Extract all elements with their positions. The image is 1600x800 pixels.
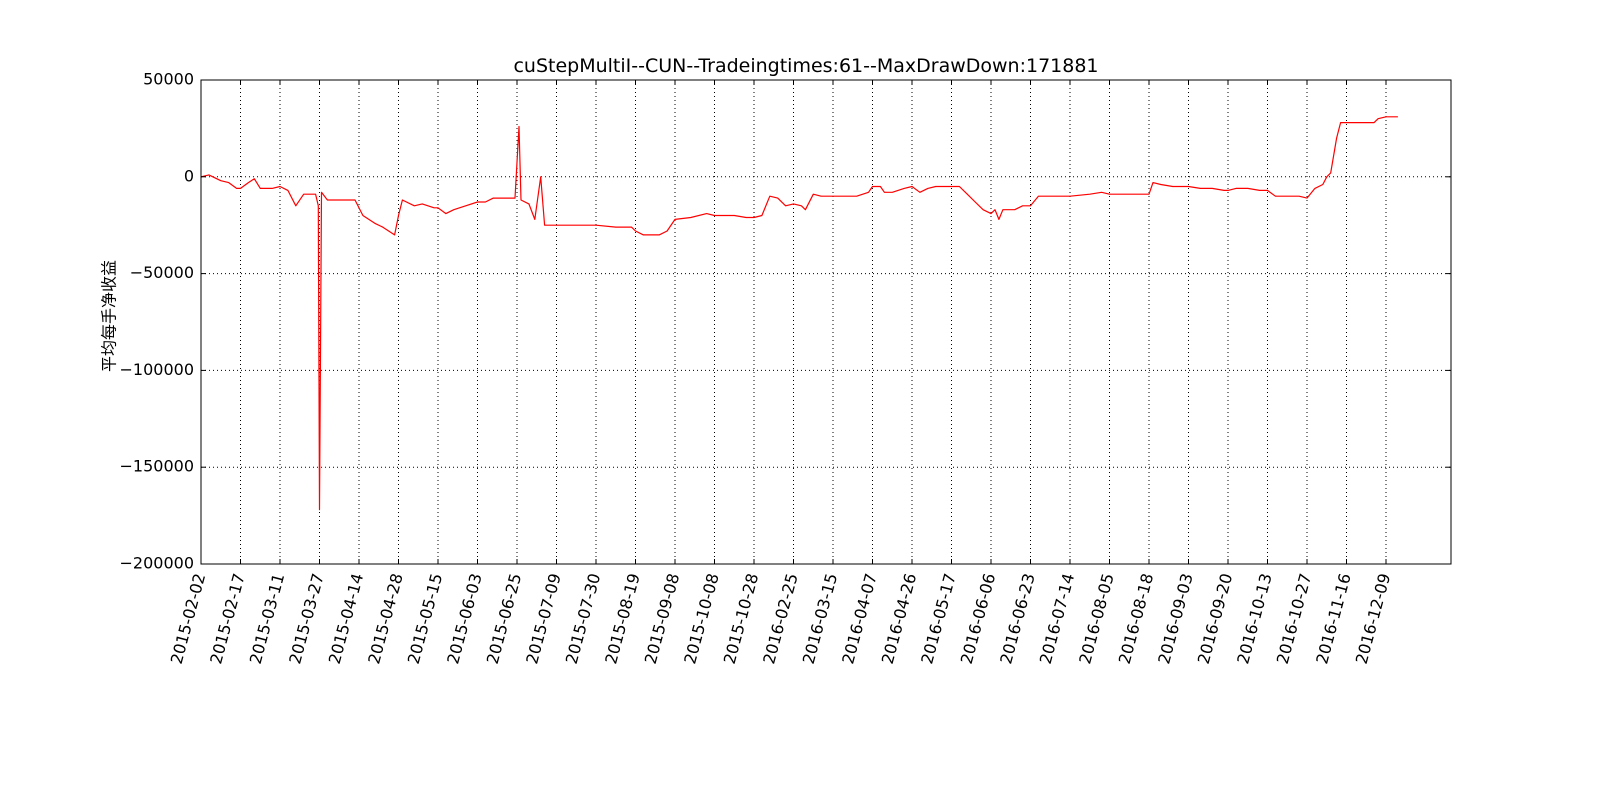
x-tick-label: 2015-10-28 <box>720 571 762 666</box>
x-tick-label: 2016-06-23 <box>996 571 1038 666</box>
y-tick-label: −200000 <box>120 554 194 573</box>
x-tick-label: 2016-04-07 <box>838 571 880 666</box>
x-tick-label: 2015-02-02 <box>167 571 209 666</box>
gridlines <box>200 79 1451 565</box>
x-tick-label: 2015-04-28 <box>364 571 406 666</box>
x-tick-label: 2016-07-14 <box>1036 571 1078 666</box>
x-tick-label: 2015-06-25 <box>483 571 525 666</box>
x-tick-label: 2015-03-11 <box>246 571 288 666</box>
ticks <box>200 79 1451 565</box>
y-tick-label: −50000 <box>130 263 194 282</box>
x-tick-label: 2015-07-09 <box>522 571 564 666</box>
y-axis-label: 平均每手净收益 <box>100 260 119 372</box>
x-tick-label: 2016-02-25 <box>759 571 801 666</box>
chart-title: cuStepMultiI--CUN--Tradeingtimes:61--Max… <box>513 55 1098 77</box>
plot-area-frame <box>200 79 1452 565</box>
x-tick-label: 2015-03-27 <box>285 571 327 666</box>
x-tick-label: 2015-05-15 <box>404 571 446 666</box>
series-line <box>200 116 1398 511</box>
x-tick-label: 2016-05-17 <box>917 571 959 666</box>
x-tick-label: 2016-04-26 <box>878 571 920 666</box>
x-tick-label: 2016-11-16 <box>1312 571 1354 666</box>
y-tick-label: −100000 <box>120 360 194 379</box>
x-tick-label: 2015-10-08 <box>680 571 722 666</box>
x-tick-label: 2016-12-09 <box>1352 571 1394 666</box>
x-tick-label: 2016-10-13 <box>1233 571 1275 666</box>
x-tick-label: 2015-06-03 <box>443 571 485 666</box>
x-tick-label: 2015-07-30 <box>562 571 604 666</box>
series-line-group <box>200 116 1398 511</box>
y-tick-label: 50000 <box>143 70 194 89</box>
x-tick-label: 2016-08-18 <box>1115 571 1157 666</box>
x-tick-label: 2016-10-27 <box>1273 571 1315 666</box>
x-tick-label: 2015-09-08 <box>641 571 683 666</box>
x-tick-label: 2016-08-05 <box>1075 571 1117 666</box>
x-tick-label: 2016-06-06 <box>957 571 999 666</box>
x-tick-label: 2015-04-14 <box>325 571 367 666</box>
x-tick-label: 2016-09-20 <box>1194 571 1236 666</box>
x-tick-label: 2016-03-15 <box>799 571 841 666</box>
y-tick-label: 0 <box>184 166 194 185</box>
y-tick-labels: 50000 0 −50000 −100000 −150000 −200000 <box>120 70 194 573</box>
x-tick-labels: 2015-02-022015-02-172015-03-112015-03-27… <box>167 571 1394 666</box>
y-tick-label: −150000 <box>120 457 194 476</box>
x-tick-label: 2016-09-03 <box>1154 571 1196 666</box>
x-tick-label: 2015-08-19 <box>601 571 643 666</box>
x-tick-label: 2015-02-17 <box>206 571 248 666</box>
